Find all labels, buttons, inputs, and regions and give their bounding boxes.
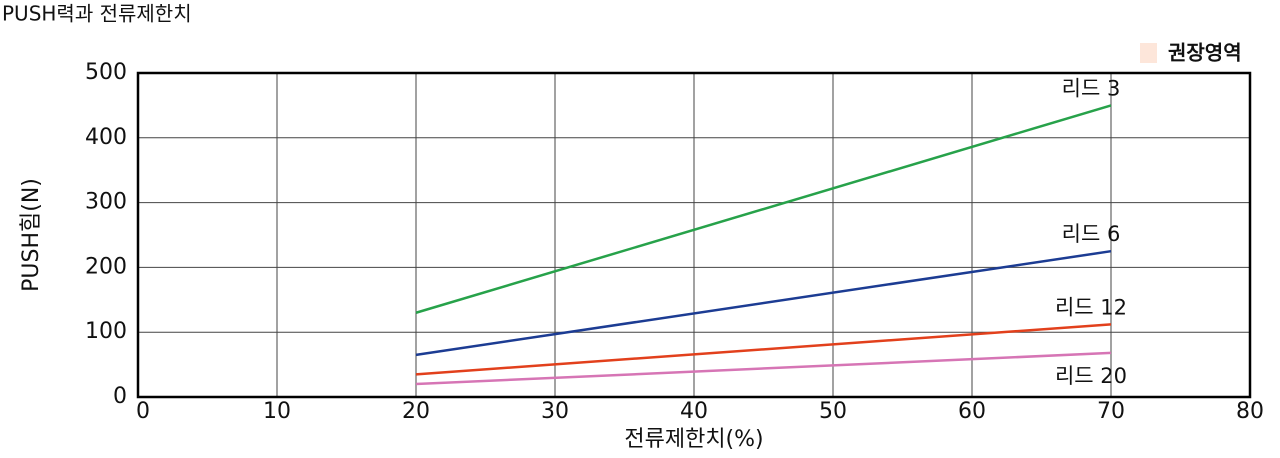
- line: [415, 104, 1112, 314]
- plot-frame: [136, 71, 1252, 399]
- x-tick-label: 80: [1236, 399, 1264, 424]
- y-tick-label: 200: [85, 254, 127, 279]
- y-axis-label: PUSH힘(N): [19, 178, 44, 292]
- series-label: 리드 12: [1055, 295, 1127, 319]
- legend-label: 권장영역: [1168, 41, 1242, 65]
- line: [415, 323, 1112, 376]
- y-tick-label: 100: [85, 319, 127, 344]
- line: [415, 351, 1112, 386]
- series-label: 리드 20: [1055, 364, 1127, 388]
- line: [415, 249, 1112, 357]
- series-label: 리드 3: [1062, 76, 1121, 100]
- y-tick-label: 300: [85, 190, 127, 215]
- x-tick-label: 20: [402, 399, 430, 424]
- x-tick-label: 10: [263, 399, 291, 424]
- x-tick-label: 0: [136, 399, 150, 424]
- legend-swatch: [1140, 43, 1157, 63]
- y-tick-label: 0: [113, 384, 127, 409]
- x-tick-label: 50: [819, 399, 847, 424]
- x-tick-label: 30: [541, 399, 569, 424]
- x-tick-label: 60: [958, 399, 986, 424]
- y-tick-label: 400: [85, 125, 127, 150]
- y-tick-label: 500: [85, 60, 127, 85]
- series-label: 리드 6: [1062, 222, 1121, 246]
- chart-title: PUSH력과 전류제한치: [2, 2, 192, 26]
- x-axis-label: 전류제한치(%): [624, 427, 763, 452]
- x-tick-label: 40: [680, 399, 708, 424]
- x-tick-label: 70: [1097, 399, 1125, 424]
